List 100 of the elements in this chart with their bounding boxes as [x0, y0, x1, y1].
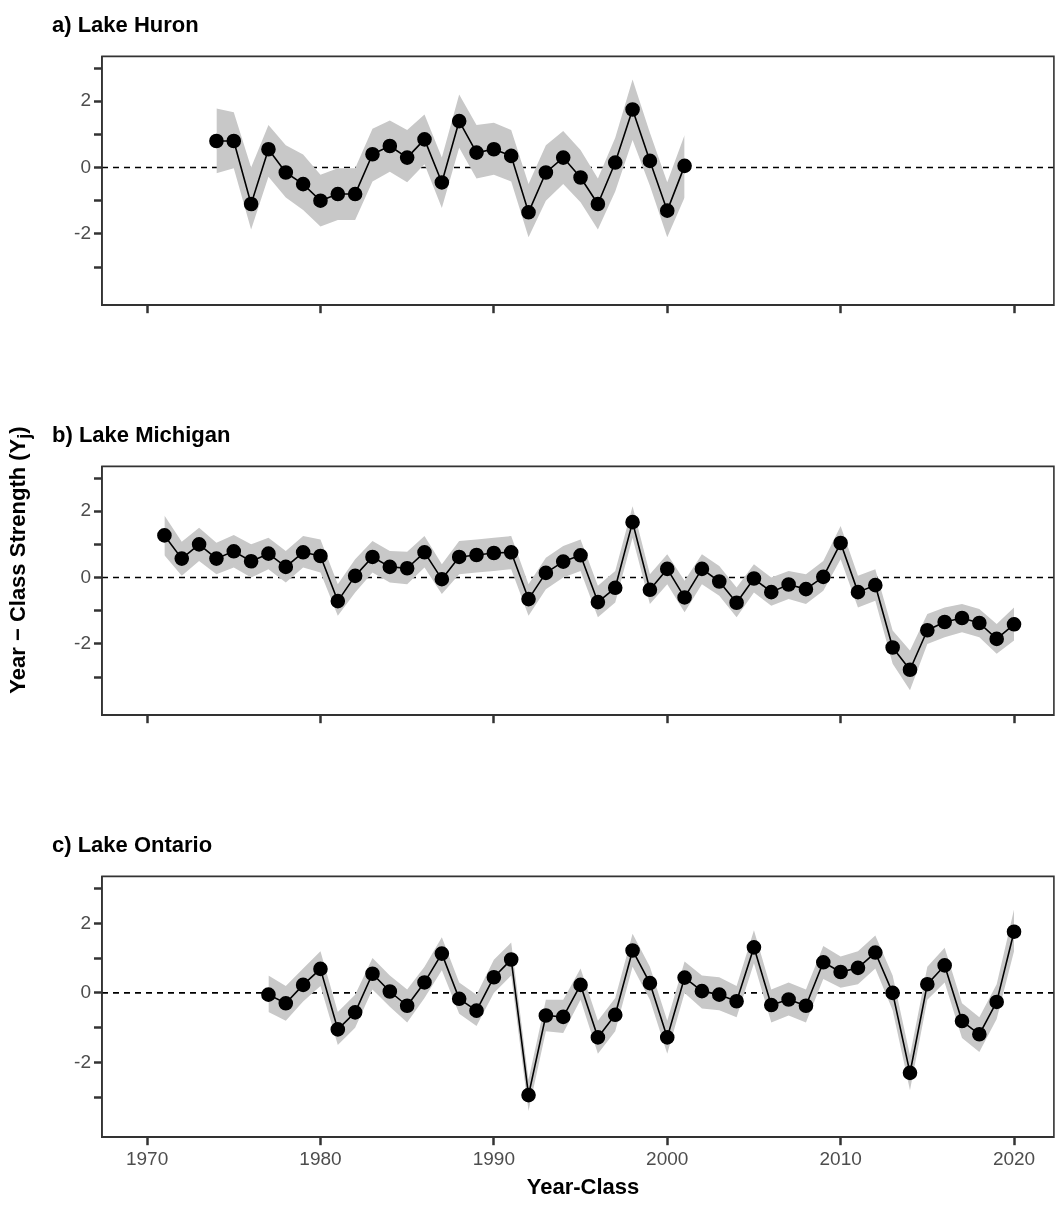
point [365, 146, 380, 162]
point [607, 155, 623, 170]
point [590, 196, 606, 212]
point [365, 549, 380, 565]
y-tick-label: -2 [74, 222, 91, 244]
point [451, 991, 467, 1007]
point [382, 138, 398, 154]
point [209, 133, 224, 149]
point [781, 992, 796, 1007]
point [295, 545, 311, 560]
x-tick-label: 1990 [472, 1147, 515, 1169]
point [746, 571, 762, 586]
point [399, 150, 415, 165]
point [590, 594, 606, 610]
point [833, 964, 848, 980]
point [815, 954, 831, 970]
point [729, 993, 744, 1009]
point [573, 548, 588, 563]
point [815, 569, 831, 585]
point [885, 985, 900, 1001]
y-tick-label: 0 [80, 155, 91, 177]
point [937, 614, 952, 630]
point [920, 976, 935, 992]
point [607, 580, 623, 596]
x-tick-label: 2020 [992, 1147, 1036, 1169]
point [937, 958, 952, 973]
point [885, 640, 900, 655]
point [347, 186, 363, 202]
point [521, 205, 536, 220]
point [781, 577, 796, 592]
point [642, 582, 658, 598]
point [382, 559, 398, 575]
point [157, 528, 172, 543]
chart-title: c) Lake Ontario [52, 831, 214, 859]
point [1006, 924, 1022, 939]
point [434, 571, 450, 587]
point [677, 970, 692, 985]
point [434, 946, 450, 961]
point [625, 943, 640, 958]
point [1006, 617, 1022, 632]
point [659, 1030, 675, 1045]
point [521, 1087, 536, 1103]
point [261, 546, 276, 561]
point [902, 662, 918, 678]
point [538, 165, 554, 180]
point [434, 175, 450, 190]
point [798, 998, 814, 1014]
point [607, 1007, 623, 1023]
point [209, 551, 224, 566]
point [295, 176, 311, 192]
point [694, 561, 710, 577]
point [833, 535, 848, 551]
point [486, 969, 502, 985]
point [850, 584, 866, 600]
point [313, 961, 328, 977]
y-tick-label: 2 [80, 89, 91, 111]
point [642, 975, 658, 991]
point [243, 196, 259, 212]
x-tick-label: 2010 [819, 1147, 862, 1169]
y-tick-label: 2 [80, 911, 91, 933]
point [243, 553, 259, 569]
point [555, 554, 571, 569]
y-tick-label: -2 [74, 632, 91, 654]
point [399, 998, 415, 1014]
point [226, 133, 242, 149]
point [469, 1003, 484, 1018]
point [330, 1022, 346, 1037]
point [278, 165, 294, 180]
point [625, 514, 640, 530]
point [590, 1030, 606, 1045]
y-tick-label: -2 [74, 1050, 91, 1072]
point [417, 132, 432, 147]
point [625, 102, 640, 117]
point [295, 977, 311, 993]
point [989, 631, 1004, 647]
point [555, 1009, 571, 1025]
chart-title: b) Lake Michigan [52, 421, 232, 449]
point [469, 145, 484, 160]
point [399, 560, 415, 576]
point [573, 170, 588, 185]
point [417, 545, 432, 560]
point [278, 559, 294, 575]
point [954, 610, 970, 626]
point [226, 544, 242, 559]
x-tick-label: 1970 [125, 1147, 169, 1169]
point [538, 1008, 554, 1023]
point [313, 193, 328, 208]
point [365, 966, 380, 982]
point [330, 186, 346, 202]
point [659, 561, 675, 577]
x-tick-label: 2000 [646, 1147, 689, 1169]
point [763, 584, 779, 600]
x-tick-label: 1980 [299, 1147, 342, 1169]
point [711, 987, 727, 1002]
point [573, 977, 588, 993]
point [989, 994, 1004, 1010]
point [261, 141, 276, 157]
point [313, 548, 328, 564]
point [330, 593, 346, 609]
point [677, 590, 692, 605]
